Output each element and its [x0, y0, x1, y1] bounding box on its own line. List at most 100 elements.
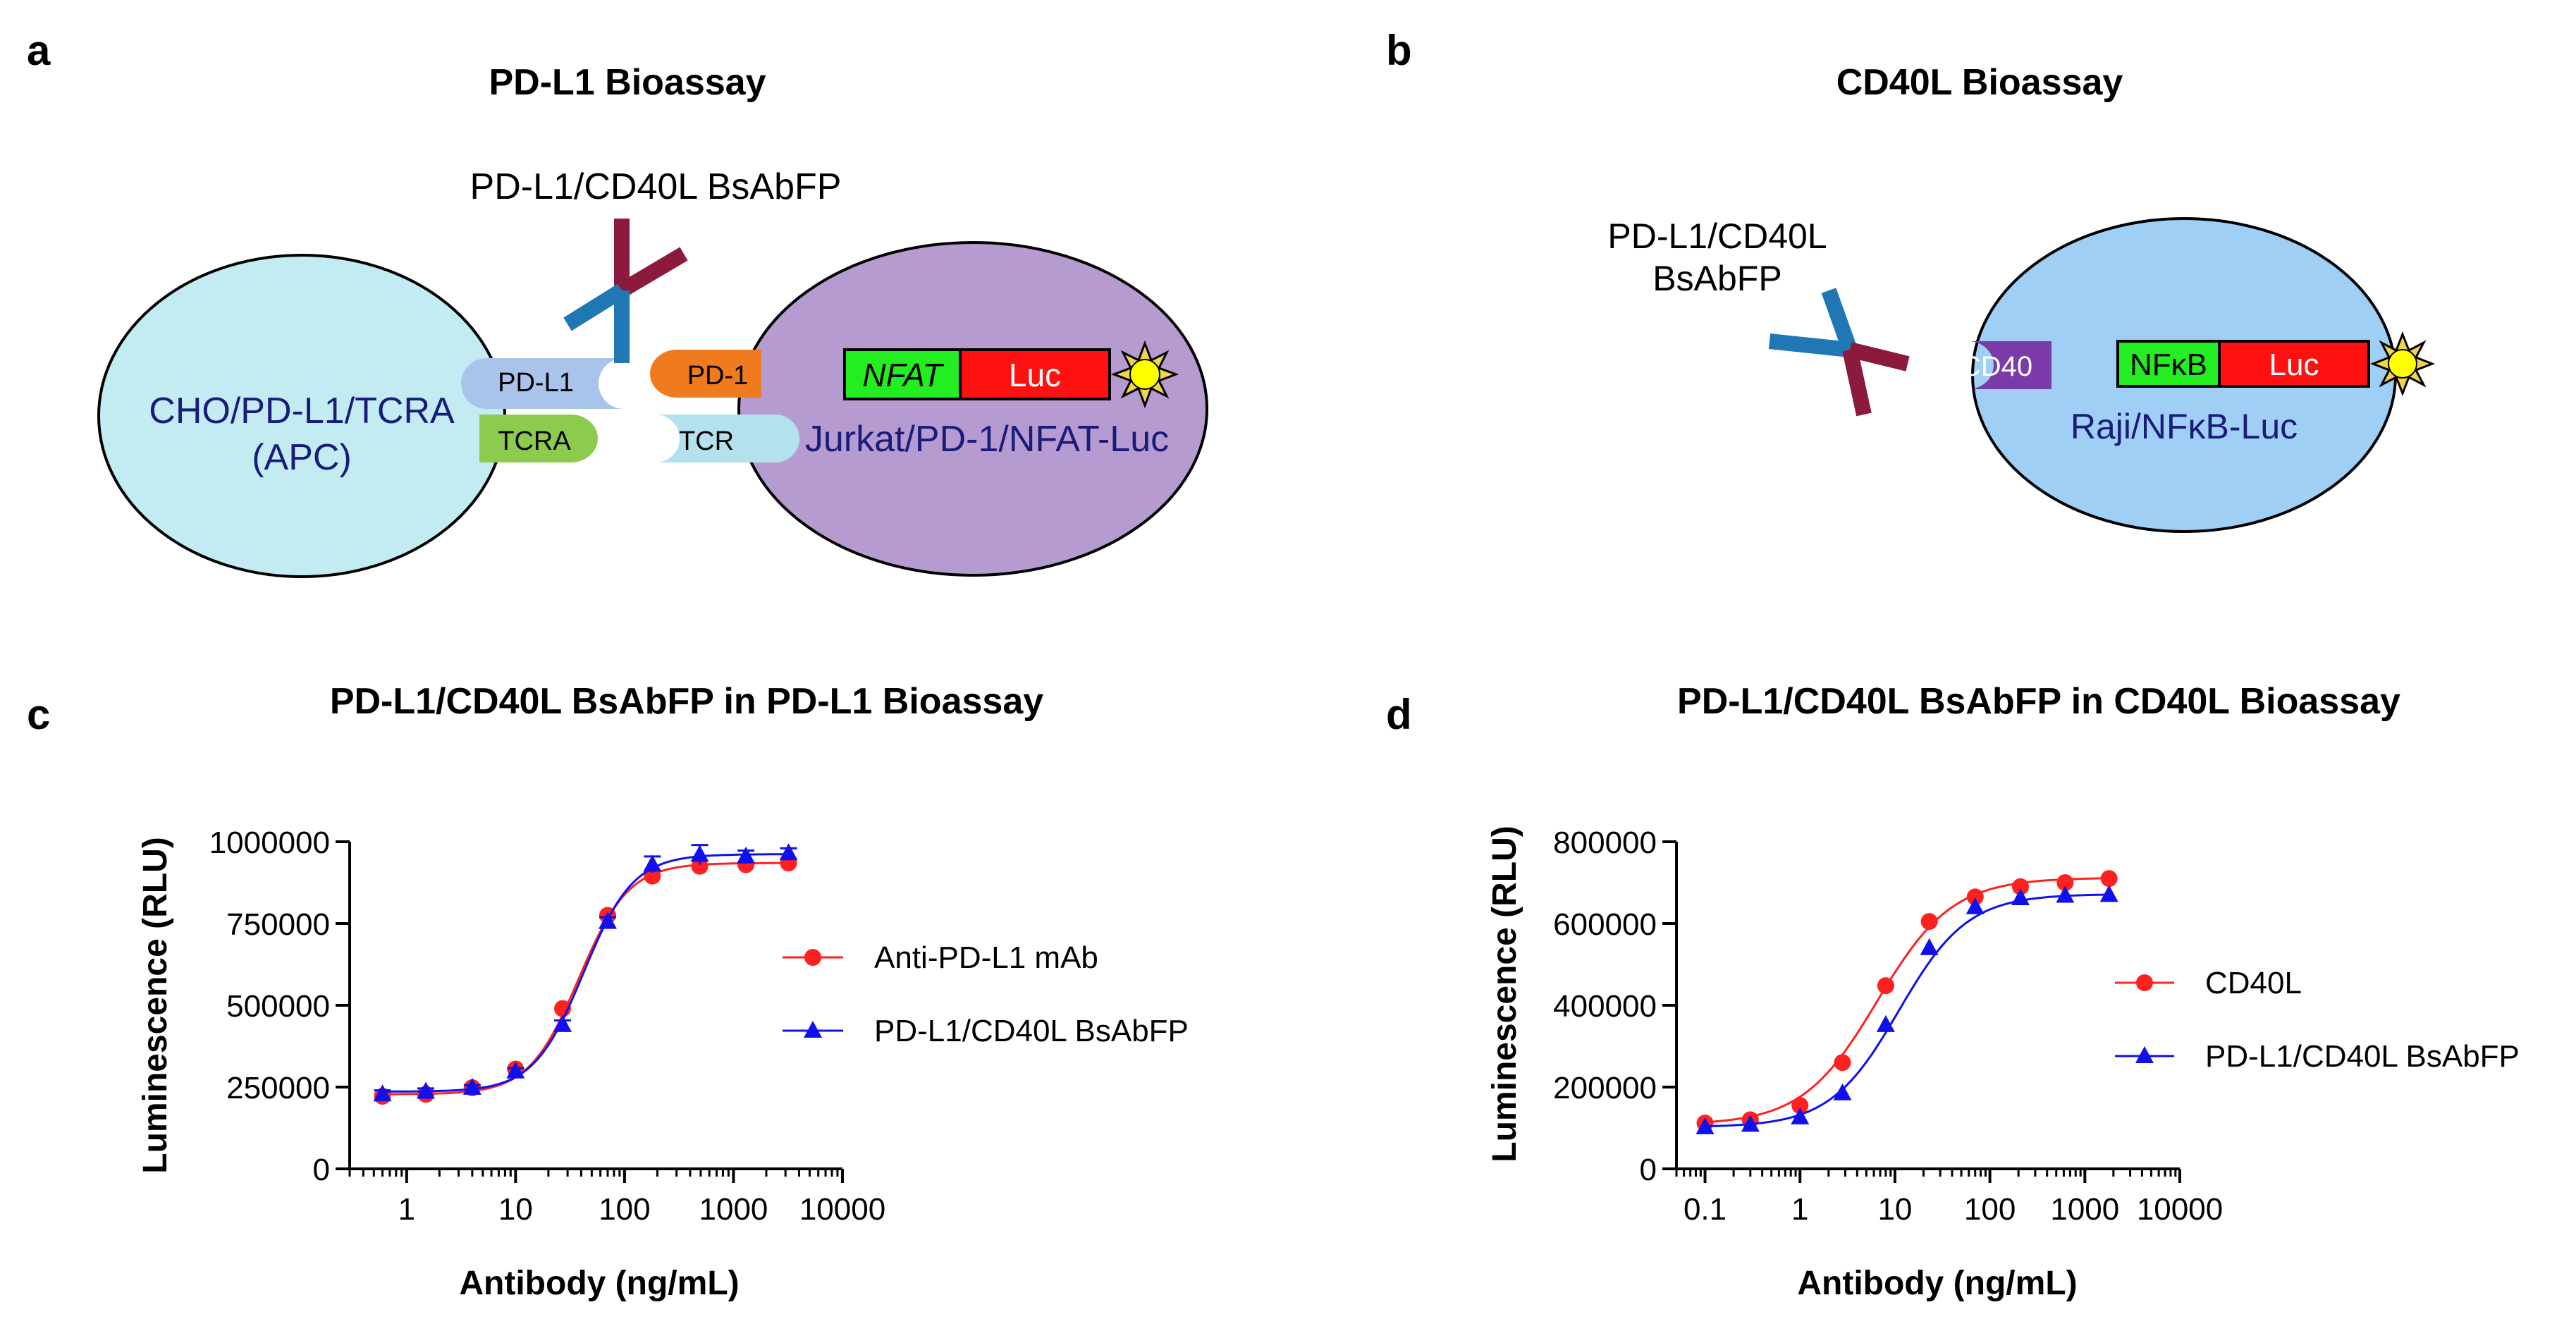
fit-curve-red [382, 861, 789, 1096]
tcr-receptor [656, 415, 799, 462]
data-point-circle [2012, 878, 2030, 895]
panel-b-title: CD40L Bioassay [1836, 62, 2123, 103]
data-point-triangle [1920, 938, 1939, 955]
y-tick-label: 800000 [1553, 826, 1657, 860]
bsabfp-antibody-icon-b [1768, 288, 1910, 417]
panel-a: a PD-L1 Bioassay PD-L1/CD40L BsAbFP CHO/… [27, 27, 1208, 578]
chart-d-title: PD-L1/CD40L BsAbFP in CD40L Bioassay [1677, 681, 2400, 722]
panel-letter-a: a [27, 27, 51, 74]
data-point-triangle [779, 843, 798, 861]
panel-b: b CD40L Bioassay PD-L1/CD40L BsAbFP Raji… [1386, 27, 2436, 533]
chart-c-xlabel: Antibody (ng/mL) [459, 1265, 739, 1302]
chart-d-xlabel: Antibody (ng/mL) [1797, 1265, 2077, 1302]
x-tick-label: 1000 [699, 1192, 768, 1227]
nfat-label: NFAT [862, 357, 944, 393]
panel-c: c PD-L1/CD40L BsAbFP in PD-L1 Bioassay 0… [27, 681, 1189, 1302]
tcra-label: TCRA [498, 427, 571, 456]
data-point-triangle [1741, 1115, 1760, 1132]
panel-d: d PD-L1/CD40L BsAbFP in CD40L Bioassay 0… [1386, 681, 2520, 1302]
light-burst-icon-b [2369, 331, 2436, 397]
cd40-label: CD40 [1961, 351, 2032, 382]
data-point-triangle [737, 846, 756, 864]
nfkb-label: NFκB [2130, 348, 2207, 382]
x-tick-label: 100 [1964, 1192, 2016, 1227]
x-tick-label: 100 [599, 1192, 650, 1227]
data-point-triangle [2011, 888, 2030, 906]
data-point-circle [1966, 888, 1984, 906]
data-point-triangle [1965, 897, 1985, 914]
data-point-triangle [373, 1084, 392, 1102]
data-point-circle [2100, 870, 2118, 888]
panel-letter-d: d [1386, 691, 1412, 738]
light-burst-icon [1110, 340, 1179, 409]
x-tick-label: 0.1 [1683, 1192, 1726, 1227]
fit-curve-blue [382, 853, 789, 1093]
y-tick-label: 0 [1640, 1153, 1657, 1187]
data-point-triangle [1876, 1014, 1895, 1032]
y-tick-label: 500000 [226, 989, 330, 1024]
x-tick-label: 10000 [2137, 1192, 2223, 1227]
legend-marker-triangle [804, 1021, 822, 1038]
legend-label: Anti-PD-L1 mAb [874, 940, 1098, 975]
y-tick-label: 250000 [226, 1071, 330, 1105]
y-tick-label: 1000000 [209, 826, 330, 860]
y-tick-label: 600000 [1553, 907, 1657, 942]
x-tick-label: 1 [1791, 1192, 1808, 1227]
data-point-triangle [462, 1077, 482, 1095]
data-point-triangle [2056, 885, 2075, 903]
pd-l1-label: PD-L1 [498, 368, 574, 398]
nfat-promoter-box [843, 348, 962, 400]
legend-label: CD40L [2205, 966, 2302, 1000]
y-tick-label: 200000 [1553, 1071, 1657, 1105]
data-point-triangle [1695, 1117, 1715, 1134]
pd-1-label: PD-1 [687, 361, 749, 391]
legend-label: PD-L1/CD40L BsAbFP [874, 1014, 1189, 1048]
chart-c-plot: 0 250000 500000 750000 1000000 1 10 100 1000 1000… [209, 826, 1189, 1227]
data-point-circle [1791, 1097, 1809, 1115]
data-point-triangle [690, 845, 709, 862]
fit-curve-red [1705, 877, 2109, 1124]
x-tick-label: 1 [398, 1192, 415, 1227]
legend-marker-triangle [2135, 1046, 2154, 1063]
panel-b-antibody-label-line2: BsAbFP [1652, 259, 1781, 298]
legend-marker-circle [2136, 974, 2153, 991]
pd-l1-receptor [461, 358, 624, 409]
data-point-circle [1834, 1054, 1851, 1072]
fit-curve-blue [1705, 893, 2109, 1128]
luc-label: Luc [1009, 357, 1061, 393]
apc-cell-label: CHO/PD-L1/TCRA [149, 391, 455, 431]
y-tick-label: 750000 [226, 907, 330, 942]
data-point-triangle [1833, 1083, 1852, 1100]
effector-cell [737, 241, 1208, 577]
pd-1-receptor [650, 350, 761, 398]
chart-d-plot: 0 200000 400000 600000 800000 0.1 1 10 100 1000 10… [1553, 826, 2520, 1227]
raji-cell-label: Raji/NFκB-Luc [2071, 407, 2298, 446]
y-tick-label: 0 [313, 1153, 330, 1187]
panel-letter-c: c [27, 691, 50, 738]
chart-d-ylabel: Luminescence (RLU) [1486, 826, 1523, 1162]
data-point-triangle [643, 854, 662, 872]
tcr-label: TCR [679, 427, 734, 456]
data-point-circle [691, 857, 709, 875]
cd40-receptor [1968, 341, 2051, 389]
data-point-triangle [553, 1014, 572, 1032]
data-point-circle [1920, 913, 1938, 931]
data-point-triangle [598, 912, 617, 929]
legend-marker-circle [804, 949, 821, 966]
x-tick-label: 10000 [799, 1192, 885, 1227]
chart-c-title: PD-L1/CD40L BsAbFP in PD-L1 Bioassay [330, 681, 1043, 722]
luc-gene-box-b [2218, 340, 2370, 388]
bsabfp-antibody-icon [563, 219, 688, 363]
chart-c-ylabel: Luminescence (RLU) [137, 837, 174, 1173]
data-point-circle [2056, 874, 2074, 891]
panel-letter-b: b [1386, 27, 1412, 74]
legend-label: PD-L1/CD40L BsAbFP [2205, 1039, 2520, 1074]
data-point-triangle [506, 1061, 525, 1079]
x-tick-label: 10 [1877, 1192, 1912, 1227]
luc-gene-box [959, 348, 1111, 400]
data-point-circle [1877, 977, 1894, 995]
panel-a-antibody-label: PD-L1/CD40L BsAbFP [470, 166, 842, 207]
tcra-receptor [479, 415, 598, 462]
panel-b-antibody-label-line1: PD-L1/CD40L [1607, 216, 1827, 256]
data-point-triangle [1791, 1107, 1810, 1124]
